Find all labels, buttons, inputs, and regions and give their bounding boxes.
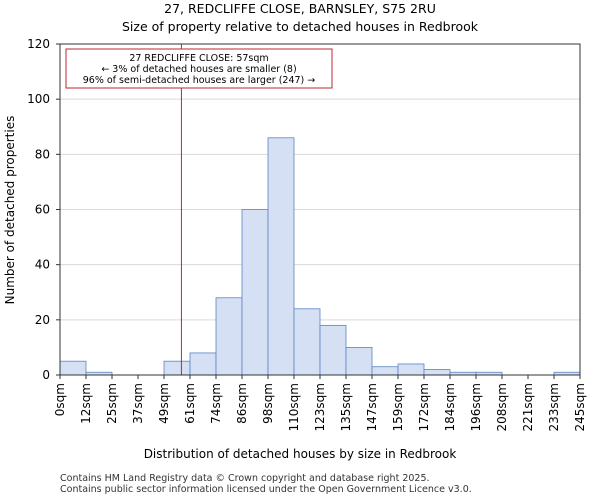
- x-tick-label: 86sqm: [235, 383, 249, 424]
- annotation-line2: ← 3% of detached houses are smaller (8): [101, 64, 296, 75]
- y-tick-label: 40: [35, 258, 50, 272]
- x-tick-label: 12sqm: [79, 383, 93, 424]
- y-axis-label: Number of detached properties: [3, 116, 17, 305]
- x-tick-label: 147sqm: [365, 383, 379, 431]
- histogram-bar: [163, 360, 191, 376]
- histogram-bar: [241, 209, 269, 376]
- x-tick-label: 245sqm: [573, 383, 587, 431]
- footer: Contains HM Land Registry data © Crown c…: [60, 473, 472, 495]
- x-tick-label: 123sqm: [313, 383, 327, 431]
- y-axis: 0 20 40 60 80 100 120: [27, 37, 60, 382]
- x-tick-label: 61sqm: [183, 383, 197, 424]
- chart-title-line2: Size of property relative to detached ho…: [122, 19, 479, 34]
- histogram-bar: [319, 324, 347, 376]
- y-tick-label: 20: [35, 313, 50, 327]
- bars: [59, 137, 581, 376]
- y-tick-label: 0: [42, 368, 50, 382]
- x-tick-label: 49sqm: [157, 383, 171, 424]
- x-tick-label: 159sqm: [391, 383, 405, 431]
- histogram-bar: [215, 297, 243, 376]
- x-tick-label: 172sqm: [417, 383, 431, 431]
- y-tick-label: 120: [27, 37, 50, 51]
- histogram-bar: [293, 308, 321, 376]
- annotation-line1: 27 REDCLIFFE CLOSE: 57sqm: [129, 53, 268, 64]
- histogram-bar: [423, 369, 451, 376]
- x-tick-label: 110sqm: [287, 383, 301, 431]
- x-tick-label: 25sqm: [105, 383, 119, 424]
- footer-line2: Contains public sector information licen…: [60, 484, 472, 495]
- x-tick-label: 233sqm: [547, 383, 561, 431]
- histogram-bar: [371, 366, 399, 376]
- y-tick-label: 60: [35, 203, 50, 217]
- x-tick-label: 74sqm: [209, 383, 223, 424]
- histogram-bar: [189, 352, 217, 376]
- footer-line1: Contains HM Land Registry data © Crown c…: [60, 473, 430, 484]
- chart-title-line1: 27, REDCLIFFE CLOSE, BARNSLEY, S75 2RU: [164, 1, 436, 16]
- x-axis: 0sqm 12sqm 25sqm 37sqm 49sqm 61sqm 74sqm 86sqm 9…: [53, 375, 587, 431]
- x-tick-label: 98sqm: [261, 383, 275, 424]
- x-tick-label: 37sqm: [131, 383, 145, 424]
- histogram-bar: [267, 137, 295, 376]
- x-tick-label: 221sqm: [521, 383, 535, 431]
- histogram-bar: [59, 360, 87, 376]
- x-tick-label: 184sqm: [443, 383, 457, 431]
- histogram-bar: [345, 347, 373, 376]
- y-tick-label: 100: [27, 92, 50, 106]
- x-tick-label: 196sqm: [469, 383, 483, 431]
- x-axis-label: Distribution of detached houses by size …: [144, 447, 457, 461]
- x-tick-label: 208sqm: [495, 383, 509, 431]
- histogram-bar: [397, 363, 425, 376]
- x-tick-label: 0sqm: [53, 383, 67, 416]
- annotation-line3: 96% of semi-detached houses are larger (…: [83, 75, 316, 86]
- annotation-box: 27 REDCLIFFE CLOSE: 57sqm ← 3% of detach…: [65, 48, 333, 89]
- x-tick-label: 135sqm: [339, 383, 353, 431]
- y-tick-label: 80: [35, 147, 50, 161]
